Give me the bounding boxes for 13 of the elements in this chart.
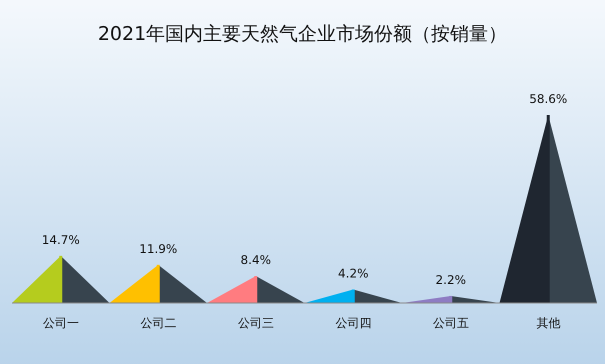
data-label: 11.9% xyxy=(139,242,178,256)
data-label: 14.7% xyxy=(42,232,80,247)
x-tick-label: 公司二 xyxy=(140,316,176,330)
x-tick-label: 公司四 xyxy=(335,316,372,330)
x-tick-label: 公司一 xyxy=(42,316,79,330)
data-label: 2.2% xyxy=(436,272,466,287)
data-label: 8.4% xyxy=(240,253,271,268)
data-label: 58.6% xyxy=(529,92,568,106)
x-tick-label: 其他 xyxy=(536,316,560,330)
x-tick-label: 公司三 xyxy=(238,316,274,330)
data-label: 4.2% xyxy=(338,266,368,281)
x-tick-label: 公司五 xyxy=(432,316,469,330)
chart-title: 2021年国内主要天然气企业市场份额（按销量） xyxy=(98,23,508,45)
